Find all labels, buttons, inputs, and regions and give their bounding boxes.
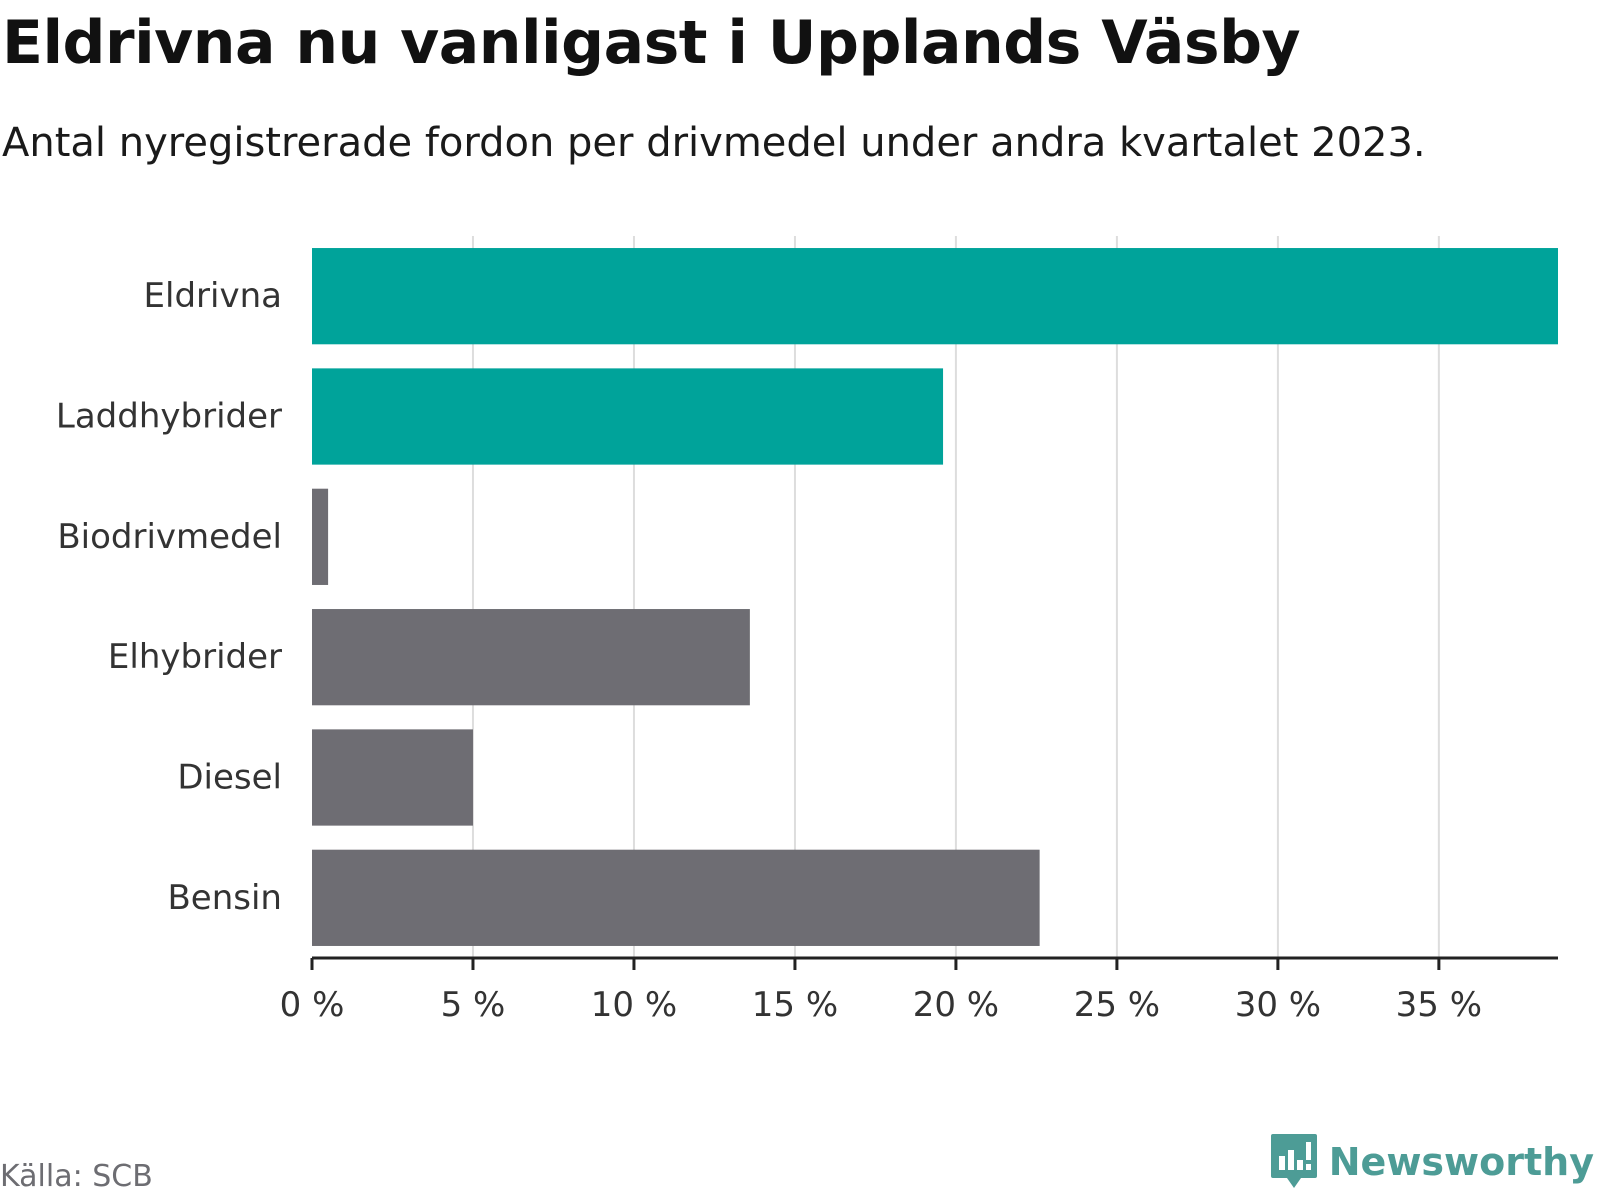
- category-label-elhybrider: Elhybrider: [108, 637, 282, 677]
- category-label-bensin: Bensin: [167, 878, 282, 918]
- x-tick-label-0: 0 %: [280, 985, 345, 1025]
- category-labels: Eldrivna Laddhybrider Biodrivmedel Elhybrid…: [56, 276, 282, 918]
- bar-biodrivmedel[interactable]: [312, 488, 329, 585]
- gridlines: [471, 236, 1440, 958]
- bar-elhybrider[interactable]: [312, 609, 750, 706]
- x-tick-label-20: 20 %: [913, 985, 999, 1025]
- bar-eldrivna[interactable]: [312, 248, 1558, 345]
- x-tick-label-30: 30 %: [1235, 985, 1321, 1025]
- category-label-diesel: Diesel: [177, 758, 282, 798]
- category-label-biodrivmedel: Biodrivmedel: [57, 517, 282, 557]
- category-label-eldrivna: Eldrivna: [144, 276, 282, 316]
- bar-bensin[interactable]: [312, 849, 1040, 946]
- brand-logo[interactable]: Newsworthy: [1269, 1132, 1594, 1192]
- newsworthy-logo-icon: [1270, 1134, 1317, 1188]
- x-tick-label-5: 5 %: [441, 985, 506, 1025]
- x-tick-label-10: 10 %: [591, 985, 677, 1025]
- brand-name: Newsworthy: [1328, 1140, 1594, 1184]
- x-tick-label-15: 15 %: [752, 985, 838, 1025]
- bar-laddhybrider[interactable]: [312, 368, 944, 465]
- bars: [312, 248, 1558, 946]
- x-tick-label-35: 35 %: [1396, 985, 1482, 1025]
- chart-subtitle: Antal nyregistrerade fordon per drivmede…: [2, 120, 1426, 166]
- bar-diesel[interactable]: [312, 729, 473, 826]
- x-axis: 0 % 5 % 10 % 15 % 20 % 25 % 30 % 35 %: [280, 956, 1558, 1025]
- source-note: Källa: SCB: [0, 1159, 153, 1194]
- chart-title: Eldrivna nu vanligast i Upplands Väsby: [2, 8, 1301, 78]
- x-tick-label-25: 25 %: [1074, 985, 1160, 1025]
- category-label-laddhybrider: Laddhybrider: [56, 397, 282, 437]
